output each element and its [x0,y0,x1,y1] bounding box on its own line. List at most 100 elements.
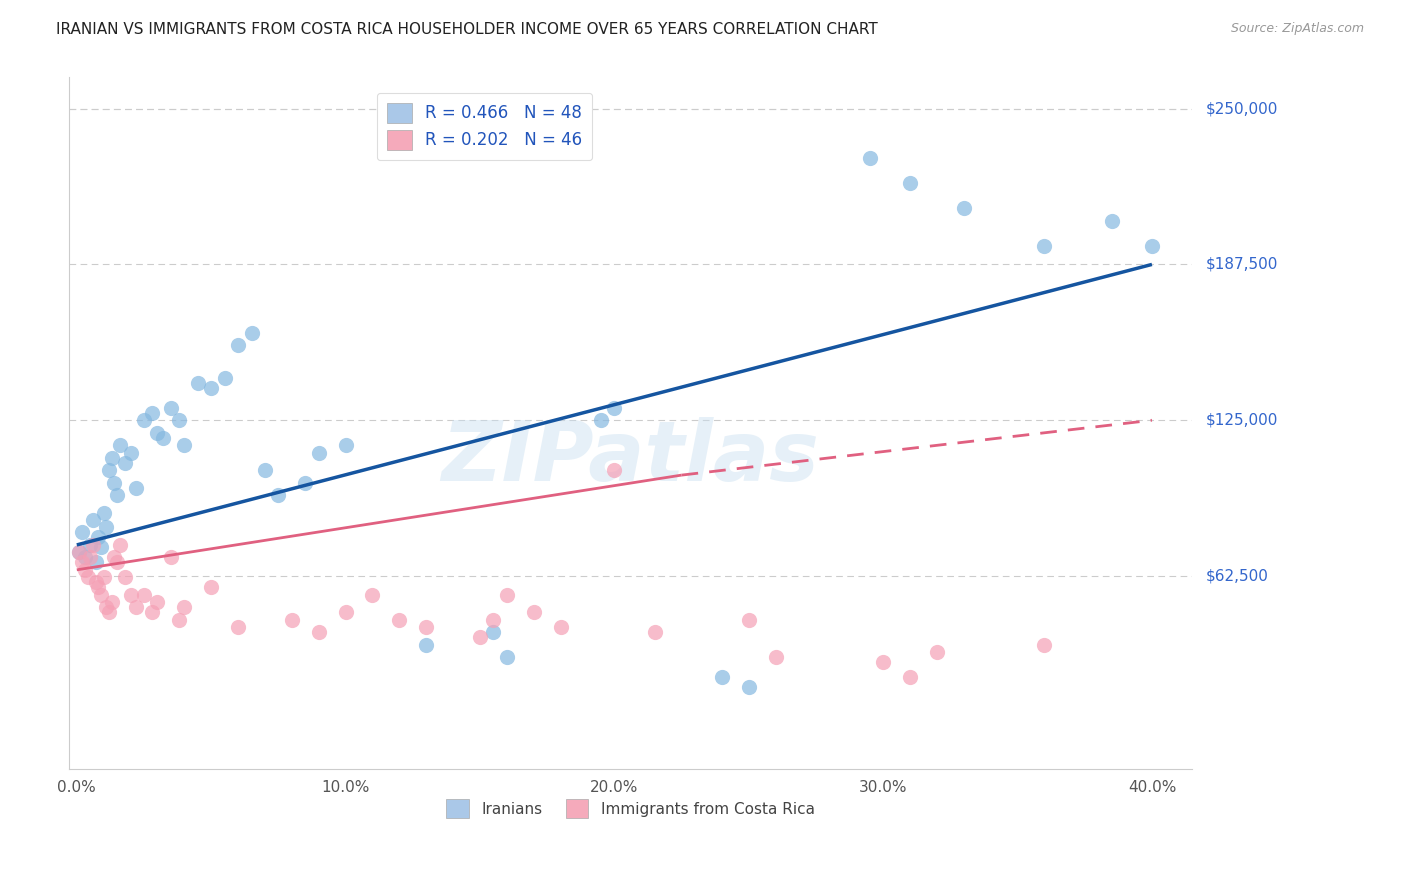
Point [96,600,118,615]
Point [952,202,974,216]
Point [146,595,169,609]
Point [415,620,437,634]
Point [308,445,330,459]
Point [84,575,107,590]
Point [87,531,110,545]
Point [98,463,121,477]
Point [240,326,263,340]
Text: $125,000: $125,000 [1206,413,1278,428]
Point [73,550,96,565]
Point [859,152,882,166]
Point [70,525,93,540]
Point [710,670,733,684]
Point [1101,214,1123,228]
Point [152,431,174,445]
Point [76,570,98,584]
Point [603,401,626,415]
Point [738,613,761,627]
Point [388,613,411,627]
Point [173,438,195,452]
Point [90,588,112,602]
Point [69,545,91,559]
Point [96,520,118,534]
Point [108,538,131,552]
Point [187,376,209,390]
Point [898,670,921,684]
Point [114,570,136,584]
Point [82,513,104,527]
Point [523,605,546,619]
Point [160,401,183,415]
Point [146,425,169,440]
Point [495,588,517,602]
Point [281,613,304,627]
Point [120,445,142,459]
Point [79,550,101,565]
Point [482,613,505,627]
Point [120,588,142,602]
Point [738,680,761,694]
Text: Source: ZipAtlas.com: Source: ZipAtlas.com [1230,22,1364,36]
Point [160,550,183,565]
Point [1140,238,1163,252]
Point [253,463,276,477]
Point [69,545,91,559]
Point [167,613,190,627]
Point [214,371,236,385]
Text: $250,000: $250,000 [1206,101,1278,116]
Point [335,438,357,452]
Text: $62,500: $62,500 [1206,568,1270,583]
Point [141,406,163,420]
Point [114,456,136,470]
Point [898,177,921,191]
Point [79,538,101,552]
Point [335,605,357,619]
Point [226,338,249,352]
Point [93,570,115,584]
Point [550,620,572,634]
Point [267,488,290,502]
Point [482,625,505,640]
Legend: Iranians, Immigrants from Costa Rica: Iranians, Immigrants from Costa Rica [440,793,821,824]
Point [603,463,626,477]
Point [132,588,155,602]
Point [308,625,330,640]
Point [100,595,122,609]
Point [1033,638,1056,652]
Point [73,563,96,577]
Point [141,605,163,619]
Point [87,580,110,594]
Point [125,481,148,495]
Point [872,655,894,669]
Point [93,506,115,520]
Point [84,555,107,569]
Point [108,438,131,452]
Point [125,600,148,615]
Point [361,588,384,602]
Point [200,580,222,594]
Point [90,541,112,555]
Point [103,550,125,565]
Point [167,413,190,427]
Point [70,555,93,569]
Point [589,413,612,427]
Point [173,600,195,615]
Point [98,605,121,619]
Point [294,475,316,490]
Point [925,645,948,659]
Point [468,630,491,644]
Point [82,538,104,552]
Point [105,488,128,502]
Point [200,381,222,395]
Point [1033,238,1056,252]
Point [100,450,122,465]
Text: IRANIAN VS IMMIGRANTS FROM COSTA RICA HOUSEHOLDER INCOME OVER 65 YEARS CORRELATI: IRANIAN VS IMMIGRANTS FROM COSTA RICA HO… [56,22,877,37]
Point [103,475,125,490]
Point [226,620,249,634]
Point [105,555,128,569]
Point [644,625,666,640]
Point [495,650,517,665]
Text: ZIPatlas: ZIPatlas [441,417,820,499]
Text: $187,500: $187,500 [1206,257,1278,272]
Point [415,638,437,652]
